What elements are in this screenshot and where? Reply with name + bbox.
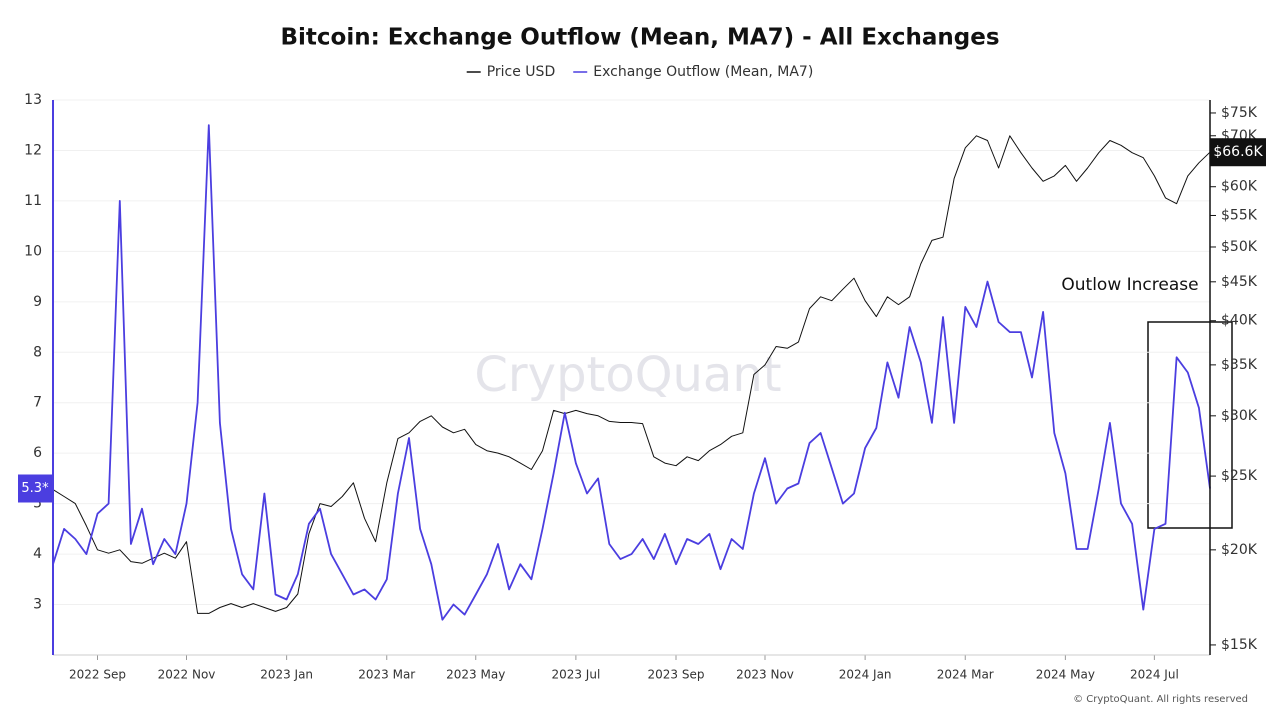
y2-tick-label: $40K: [1221, 313, 1258, 329]
y2-tick-label: $25K: [1221, 468, 1258, 484]
x-tick-label: 2023 Sep: [648, 668, 705, 682]
y2-tick-label: $20K: [1221, 542, 1258, 558]
x-tick-label: 2024 Jan: [839, 668, 892, 682]
y2-tick-label: $45K: [1221, 274, 1258, 290]
y2-tick-label: $55K: [1221, 207, 1258, 223]
y-tick-label: 12: [24, 142, 42, 158]
current-value-label: $66.6K: [1213, 144, 1263, 160]
annotation-box: [1147, 321, 1233, 529]
y-tick-label: 6: [33, 445, 42, 461]
x-tick-label: 2024 Mar: [937, 668, 994, 682]
x-tick-label: 2022 Sep: [69, 668, 126, 682]
y2-tick-label: $75K: [1221, 105, 1258, 121]
annotation: Outlow Increase: [1061, 275, 1198, 295]
current-value-label: 5.3*: [21, 481, 49, 496]
x-tick-label: 2023 Mar: [358, 668, 415, 682]
y-tick-label: 3: [33, 597, 42, 613]
current-value-box: [18, 474, 52, 503]
copyright: © CryptoQuant. All rights reserved: [1073, 694, 1248, 705]
x-tick-label: 2023 May: [446, 668, 505, 682]
watermark: CryptoQuant: [474, 347, 781, 403]
current-value-box: [1210, 138, 1266, 167]
x-tick-label: 2023 Nov: [736, 668, 794, 682]
y-tick-label: 13: [24, 92, 42, 108]
y-tick-label: 11: [24, 193, 42, 209]
x-tick-label: 2023 Jul: [551, 668, 600, 682]
x-tick-label: 2024 May: [1036, 668, 1095, 682]
y2-tick-label: $60K: [1221, 179, 1258, 195]
y2-tick-label: $15K: [1221, 637, 1258, 653]
chart-title: Bitcoin: Exchange Outflow (Mean, MA7) - …: [280, 25, 999, 51]
y-tick-label: 7: [33, 395, 42, 411]
series-line: [52, 124, 1211, 621]
legend: Price USD Exchange Outflow (Mean, MA7): [466, 64, 813, 80]
y2-tick-label: $30K: [1221, 408, 1258, 424]
x-tick-label: 2022 Nov: [158, 668, 216, 682]
y-tick-label: 10: [24, 243, 42, 259]
y2-tick-label: $35K: [1221, 357, 1258, 373]
y-tick-label: 8: [33, 344, 42, 360]
x-tick-label: 2024 Jul: [1130, 668, 1179, 682]
y-tick-label: 9: [33, 294, 42, 310]
y-tick-label: 5: [33, 496, 42, 512]
series-line: [52, 135, 1211, 614]
legend-label: Price USD: [487, 64, 556, 80]
y-tick-label: 4: [33, 546, 42, 562]
legend-label: Exchange Outflow (Mean, MA7): [593, 64, 813, 80]
grid: [53, 99, 1210, 606]
x-tick-label: 2023 Jan: [260, 668, 313, 682]
y2-tick-label: $50K: [1221, 239, 1258, 255]
